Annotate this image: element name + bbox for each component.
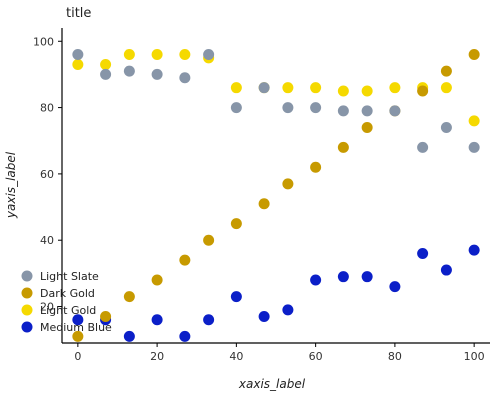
point-light-gold (72, 58, 84, 70)
point-light-gold (179, 49, 191, 61)
point-dark-gold (123, 291, 135, 303)
point-light-slate (203, 49, 215, 61)
chart-title: title (66, 6, 91, 21)
point-light-slate (389, 105, 401, 117)
point-dark-gold (72, 330, 84, 342)
legend-label-light-gold: Light Gold (40, 304, 96, 317)
x-tick-label: 40 (229, 350, 243, 363)
point-light-slate (440, 121, 452, 133)
point-dark-gold (151, 274, 163, 286)
point-medium-blue (72, 314, 84, 326)
point-dark-gold (337, 141, 349, 153)
point-dark-gold (468, 49, 480, 61)
x-tick-label: 0 (74, 350, 81, 363)
series-layer (72, 49, 480, 342)
x-axis-ticks: 0 20 40 60 80 100 (74, 343, 485, 363)
point-light-gold (100, 58, 112, 70)
legend-label-medium-blue: Medium Blue (40, 321, 112, 334)
legend-marker-light-slate (21, 270, 33, 282)
legend-marker-dark-gold (21, 287, 33, 299)
point-dark-gold (100, 310, 112, 322)
point-light-slate (468, 141, 480, 153)
point-light-gold (468, 115, 480, 127)
point-medium-blue (337, 271, 349, 283)
point-light-slate (310, 102, 322, 114)
legend: Medium Blue Light Gold Dark Gold Light Slat… (21, 270, 112, 334)
point-dark-gold (282, 178, 294, 190)
point-medium-blue (389, 281, 401, 293)
y-axis-title: yaxis_label (4, 151, 18, 219)
point-light-slate (230, 102, 242, 114)
point-light-slate (123, 65, 135, 77)
y-axis-ticks: 20 40 60 80 100 (33, 35, 62, 314)
point-light-slate (258, 82, 270, 94)
y-tick-label: 40 (40, 234, 54, 247)
point-light-slate (100, 68, 112, 80)
point-medium-blue (203, 314, 215, 326)
point-medium-blue (230, 291, 242, 303)
legend-label-dark-gold: Dark Gold (40, 287, 95, 300)
point-medium-blue (282, 304, 294, 316)
point-medium-blue (417, 247, 429, 259)
point-dark-gold (230, 218, 242, 230)
legend-marker-light-gold (21, 304, 33, 316)
point-medium-blue (123, 330, 135, 342)
point-light-slate (72, 49, 84, 61)
point-dark-gold (417, 85, 429, 97)
series-light-slate (72, 49, 480, 153)
point-medium-blue (361, 271, 373, 283)
y-tick-label: 80 (40, 102, 54, 115)
point-medium-blue (310, 274, 322, 286)
point-light-slate (282, 102, 294, 114)
x-tick-label: 100 (464, 350, 485, 363)
x-axis-title: xaxis_label (238, 377, 306, 391)
point-medium-blue (151, 314, 163, 326)
y-tick-label: 100 (33, 35, 54, 48)
point-medium-blue (258, 310, 270, 322)
point-light-gold (310, 82, 322, 94)
point-light-slate (417, 141, 429, 153)
point-medium-blue (440, 264, 452, 276)
x-tick-label: 60 (309, 350, 323, 363)
point-dark-gold (440, 65, 452, 77)
y-tick-label: 60 (40, 168, 54, 181)
point-dark-gold (310, 161, 322, 173)
point-dark-gold (361, 121, 373, 133)
point-dark-gold (258, 198, 270, 210)
point-medium-blue (179, 330, 191, 342)
point-light-gold (361, 85, 373, 97)
point-light-gold (440, 82, 452, 94)
series-medium-blue (72, 244, 480, 342)
point-light-gold (337, 85, 349, 97)
point-dark-gold (203, 234, 215, 246)
point-dark-gold (179, 254, 191, 266)
point-light-gold (230, 82, 242, 94)
point-light-slate (151, 68, 163, 80)
point-light-slate (179, 72, 191, 84)
point-light-slate (361, 105, 373, 117)
point-light-gold (282, 82, 294, 94)
series-dark-gold (72, 49, 480, 342)
point-light-gold (151, 49, 163, 61)
point-medium-blue (468, 244, 480, 256)
point-light-gold (123, 49, 135, 61)
y-tick-label: 20 (40, 301, 54, 314)
point-light-slate (337, 105, 349, 117)
legend-label-light-slate: Light Slate (40, 270, 99, 283)
point-light-gold (389, 82, 401, 94)
x-tick-label: 80 (388, 350, 402, 363)
legend-marker-medium-blue (21, 321, 33, 333)
x-tick-label: 20 (150, 350, 164, 363)
plot-frame (61, 28, 490, 344)
